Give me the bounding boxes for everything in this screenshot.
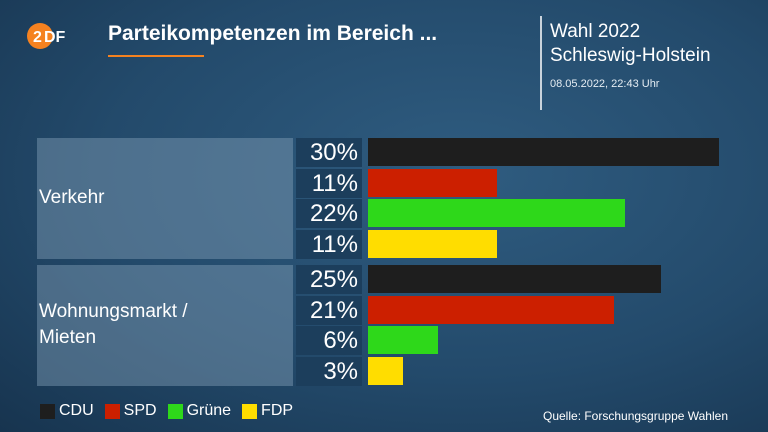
value-label-bg <box>296 356 362 386</box>
bar-spd <box>368 168 497 197</box>
legend-label-fdp: FDP <box>261 402 294 419</box>
legend-swatch-spd <box>104 403 120 419</box>
value-label-fdp: 3% <box>323 357 358 385</box>
chart-title: Parteikompetenzen im Bereich ... <box>108 22 438 45</box>
value-label-bg <box>296 138 362 167</box>
bar-grüne <box>368 199 626 227</box>
value-label-cdu: 25% <box>309 266 358 293</box>
value-label-bg <box>296 295 362 325</box>
timestamp: 08.05.2022, 22:43 Uhr <box>550 78 660 90</box>
category-band-0 <box>37 138 293 259</box>
legend-item-gruene: Grüne <box>167 402 232 420</box>
legend: CDU SPD Grüne FDP <box>40 402 293 420</box>
bar-spd <box>368 295 614 324</box>
value-label-bg <box>296 199 362 228</box>
category-label-0: Verkehr <box>39 187 105 209</box>
bar-cdu <box>368 138 719 166</box>
svg-text:2: 2 <box>33 29 42 46</box>
legend-label-spd: SPD <box>123 402 157 419</box>
legend-swatch-fdp <box>242 403 258 419</box>
legend-item-fdp: FDP <box>242 402 293 420</box>
value-label-spd: 11% <box>311 169 358 197</box>
value-label-grüne: 6% <box>323 327 358 354</box>
title-underline <box>108 55 204 57</box>
election-region: Schleswig-Holstein <box>550 45 711 66</box>
value-label-grüne: 22% <box>309 200 358 227</box>
value-label-bg <box>296 265 362 294</box>
bar-fdp <box>368 229 497 258</box>
legend-swatch-gruene <box>167 403 183 419</box>
source-note: Quelle: Forschungsgruppe Wahlen <box>543 409 728 423</box>
value-label-fdp: 11% <box>311 230 358 258</box>
election-title: Wahl 2022 <box>550 21 641 42</box>
header-divider <box>540 16 542 110</box>
legend-label-cdu: CDU <box>59 402 94 419</box>
value-label-bg <box>296 229 362 259</box>
legend-swatch-cdu <box>40 403 55 419</box>
value-label-cdu: 30% <box>309 139 358 166</box>
value-label-bg <box>296 326 362 355</box>
bar-fdp <box>368 356 404 385</box>
zdf-logo: 2 DF <box>27 23 66 49</box>
legend-item-spd: SPD <box>104 402 157 420</box>
value-label-bg <box>296 168 362 198</box>
category-label-1: Wohnungsmarkt / Mieten <box>39 301 188 349</box>
category-band-1 <box>37 265 293 386</box>
value-label-spd: 21% <box>309 296 358 324</box>
svg-text:DF: DF <box>44 29 66 46</box>
bar-cdu <box>368 265 661 293</box>
legend-label-gruene: Grüne <box>186 402 232 419</box>
bar-grüne <box>368 326 439 354</box>
legend-item-cdu: CDU <box>40 402 94 420</box>
